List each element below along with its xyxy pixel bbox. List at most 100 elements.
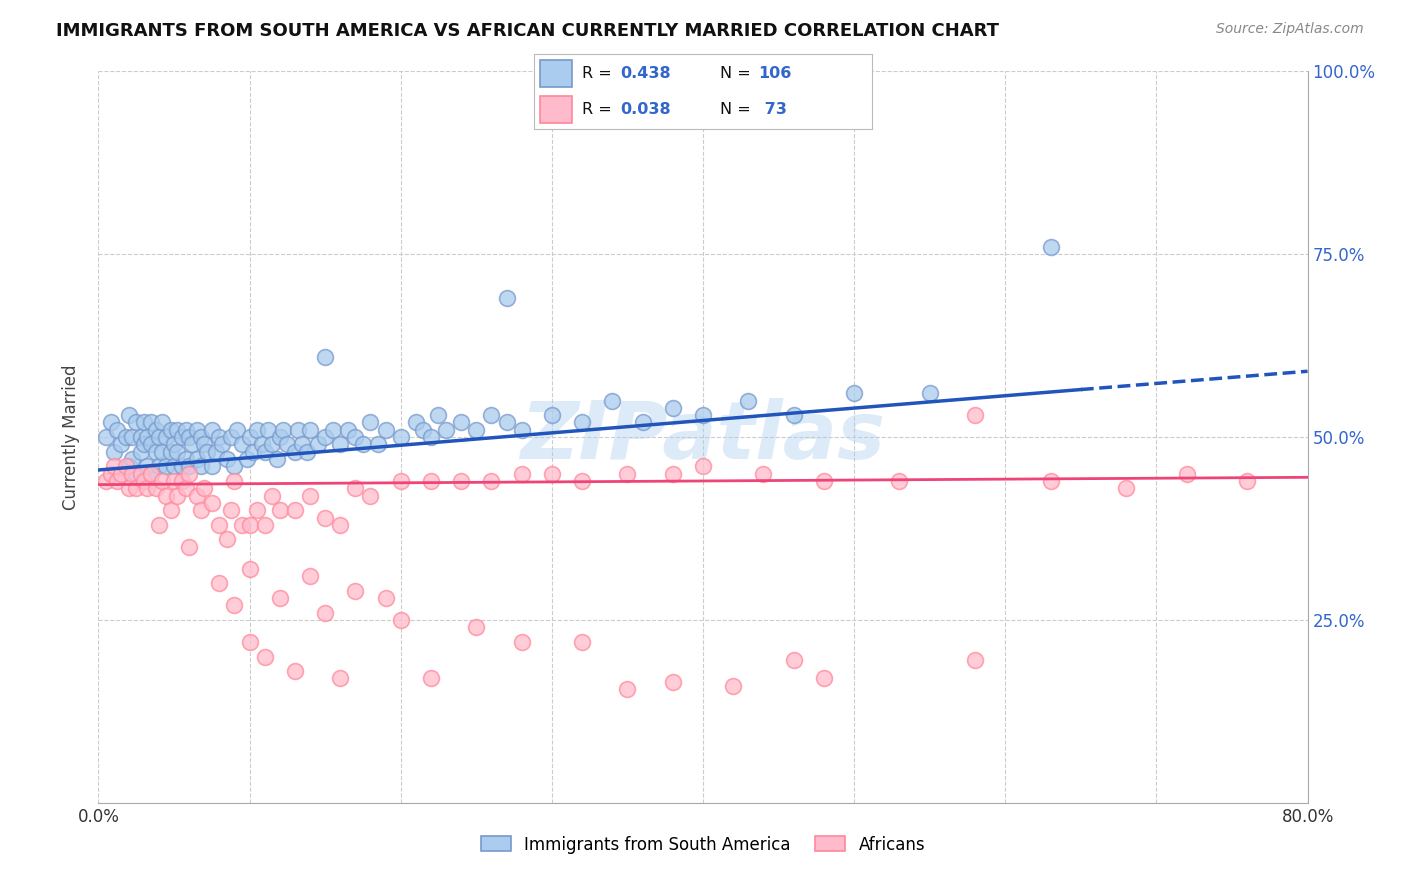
Point — [813, 672, 835, 686]
Point — [135, 430, 157, 444]
Point — [141, 467, 163, 481]
Point — [246, 503, 269, 517]
Point — [262, 437, 284, 451]
Point — [193, 481, 215, 495]
Point — [148, 459, 170, 474]
Text: Source: ZipAtlas.com: Source: ZipAtlas.com — [1216, 22, 1364, 37]
Point — [291, 437, 314, 451]
Point — [166, 489, 188, 503]
Point — [242, 444, 264, 458]
Point — [150, 416, 173, 430]
Point — [510, 467, 533, 481]
Point — [246, 423, 269, 437]
Point — [201, 496, 224, 510]
Point — [661, 675, 683, 690]
Point — [450, 474, 472, 488]
Point — [783, 653, 806, 667]
Point — [155, 489, 177, 503]
Point — [352, 437, 374, 451]
Point — [344, 583, 367, 598]
Point — [271, 423, 294, 437]
Point — [374, 423, 396, 437]
Point — [314, 350, 336, 364]
Point — [299, 569, 322, 583]
Point — [186, 489, 208, 503]
Point — [571, 635, 593, 649]
Point — [616, 467, 638, 481]
Point — [114, 459, 136, 474]
Point — [150, 444, 173, 458]
Point — [329, 672, 352, 686]
Point — [94, 430, 117, 444]
Point — [661, 467, 683, 481]
FancyBboxPatch shape — [540, 61, 572, 87]
Point — [420, 672, 443, 686]
Point — [121, 467, 143, 481]
Point — [314, 510, 336, 524]
Text: 73: 73 — [759, 102, 786, 117]
Point — [405, 416, 427, 430]
Point — [141, 437, 163, 451]
Point — [141, 416, 163, 430]
Point — [571, 416, 593, 430]
Point — [190, 459, 212, 474]
Point — [114, 430, 136, 444]
Point — [692, 459, 714, 474]
Point — [344, 481, 367, 495]
Point — [661, 401, 683, 415]
Point — [276, 437, 298, 451]
Point — [253, 649, 276, 664]
Point — [844, 386, 866, 401]
Point — [110, 437, 132, 451]
Point — [224, 599, 246, 613]
Text: 0.438: 0.438 — [620, 66, 671, 81]
Point — [110, 467, 132, 481]
Point — [132, 474, 155, 488]
Point — [692, 408, 714, 422]
Point — [344, 430, 367, 444]
Point — [510, 635, 533, 649]
Point — [155, 430, 177, 444]
Point — [105, 474, 128, 488]
Point — [170, 430, 193, 444]
Point — [190, 430, 212, 444]
Point — [174, 423, 197, 437]
Text: IMMIGRANTS FROM SOUTH AMERICA VS AFRICAN CURRENTLY MARRIED CORRELATION CHART: IMMIGRANTS FROM SOUTH AMERICA VS AFRICAN… — [56, 22, 1000, 40]
Point — [540, 408, 562, 422]
Point — [540, 467, 562, 481]
Point — [160, 503, 183, 517]
Point — [208, 517, 231, 532]
Point — [132, 437, 155, 451]
Point — [150, 474, 173, 488]
Point — [322, 423, 344, 437]
Point — [148, 517, 170, 532]
Point — [420, 474, 443, 488]
Point — [1115, 481, 1137, 495]
Point — [211, 437, 233, 451]
Point — [918, 386, 941, 401]
Point — [256, 423, 278, 437]
Point — [481, 408, 503, 422]
Point — [145, 444, 167, 458]
Point — [465, 423, 488, 437]
Point — [224, 459, 246, 474]
Legend: Immigrants from South America, Africans: Immigrants from South America, Africans — [474, 829, 932, 860]
Point — [155, 459, 177, 474]
Point — [269, 430, 291, 444]
Point — [129, 467, 152, 481]
Point — [221, 430, 243, 444]
Point — [465, 620, 488, 634]
Point — [284, 444, 307, 458]
Point — [813, 474, 835, 488]
Point — [215, 452, 238, 467]
Point — [495, 291, 517, 305]
Point — [190, 503, 212, 517]
Point — [118, 481, 141, 495]
Point — [170, 474, 193, 488]
Point — [723, 679, 745, 693]
Point — [412, 423, 434, 437]
FancyBboxPatch shape — [540, 96, 572, 122]
Point — [181, 437, 204, 451]
Point — [166, 423, 188, 437]
Point — [135, 459, 157, 474]
